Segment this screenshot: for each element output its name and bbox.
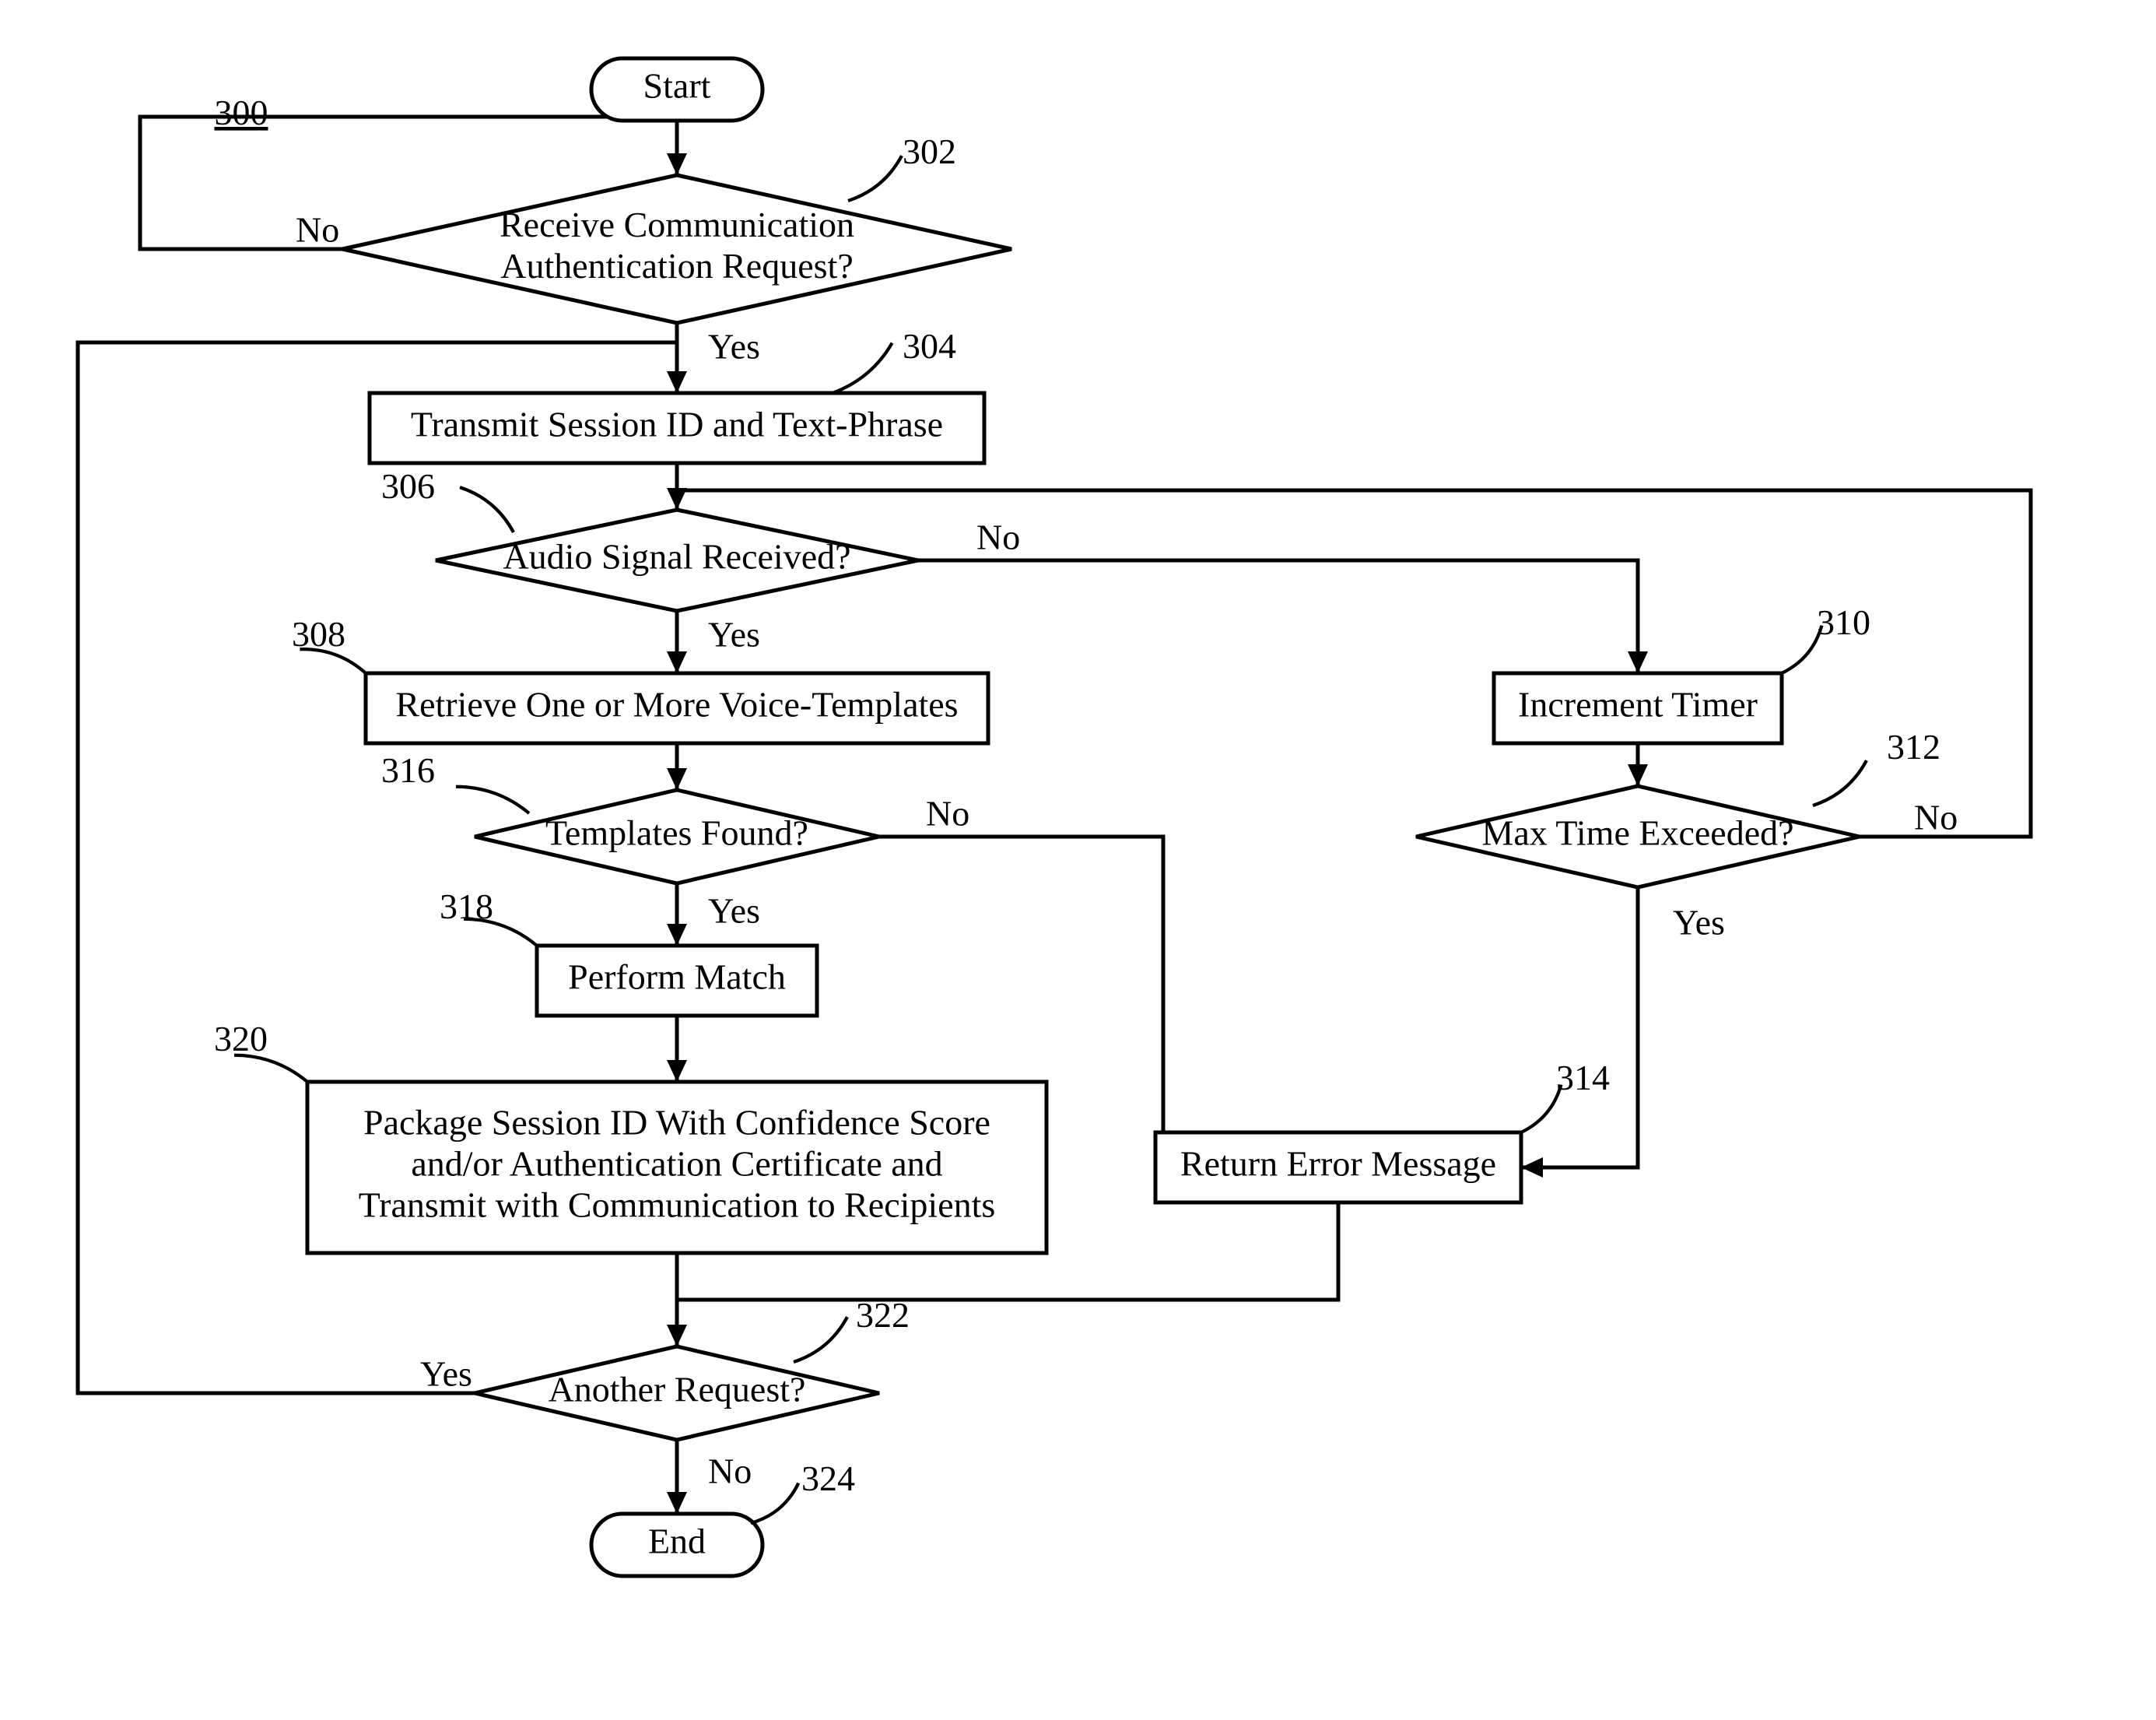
svg-text:and/or Authentication Certific: and/or Authentication Certificate and (411, 1144, 942, 1184)
svg-text:Transmit Session ID and Text-P: Transmit Session ID and Text-Phrase (411, 405, 943, 444)
ref-314: 314 (1556, 1058, 1610, 1097)
ref-302: 302 (903, 132, 956, 171)
ref-322: 322 (856, 1295, 910, 1335)
ref-308: 308 (292, 614, 345, 654)
edge-label: No (1914, 798, 1958, 837)
ref-306: 306 (381, 466, 435, 506)
node-d312: 312 (1416, 727, 1940, 887)
svg-text:Start: Start (643, 66, 711, 106)
svg-text:Max Time Exceeded?: Max Time Exceeded? (1481, 813, 1793, 853)
svg-text:Another Request?: Another Request? (549, 1370, 806, 1409)
ref-318: 318 (440, 886, 493, 926)
svg-text:Templates Found?: Templates Found? (545, 813, 808, 853)
svg-text:Return Error Message: Return Error Message (1180, 1144, 1496, 1184)
svg-text:Retrieve One or More Voice-Tem: Retrieve One or More Voice-Templates (395, 685, 958, 725)
ref-316: 316 (381, 750, 435, 790)
ref-312: 312 (1887, 727, 1940, 767)
edge-label: Yes (708, 615, 760, 655)
edge (918, 560, 1638, 673)
figure-ref: 300 (215, 93, 268, 132)
edge-label: Yes (1673, 903, 1725, 942)
svg-text:End: End (648, 1522, 706, 1561)
edge-label: No (708, 1451, 752, 1491)
edge (1521, 887, 1638, 1167)
svg-text:Transmit with Communication to: Transmit with Communication to Recipient… (359, 1185, 996, 1224)
ref-320: 320 (214, 1019, 268, 1058)
edge-label: Yes (708, 327, 760, 367)
edge-label: Yes (708, 891, 760, 931)
ref-310: 310 (1817, 602, 1870, 642)
svg-text:Authentication Request?: Authentication Request? (500, 246, 854, 286)
edge (677, 490, 2031, 837)
ref-324: 324 (801, 1458, 855, 1498)
node-d322: 322 (475, 1295, 910, 1440)
svg-text:Audio Signal Received?: Audio Signal Received? (503, 537, 850, 577)
edge-label: No (976, 518, 1020, 557)
svg-text:Receive Communication: Receive Communication (500, 205, 854, 244)
svg-text:Increment Timer: Increment Timer (1518, 685, 1758, 725)
edge-label: Yes (420, 1354, 472, 1394)
ref-304: 304 (903, 326, 956, 366)
edge-label: No (296, 210, 339, 250)
edge-label: No (926, 794, 969, 834)
svg-text:Perform Match: Perform Match (568, 957, 786, 997)
svg-text:Package Session ID With Confid: Package Session ID With Confidence Score (363, 1103, 990, 1143)
